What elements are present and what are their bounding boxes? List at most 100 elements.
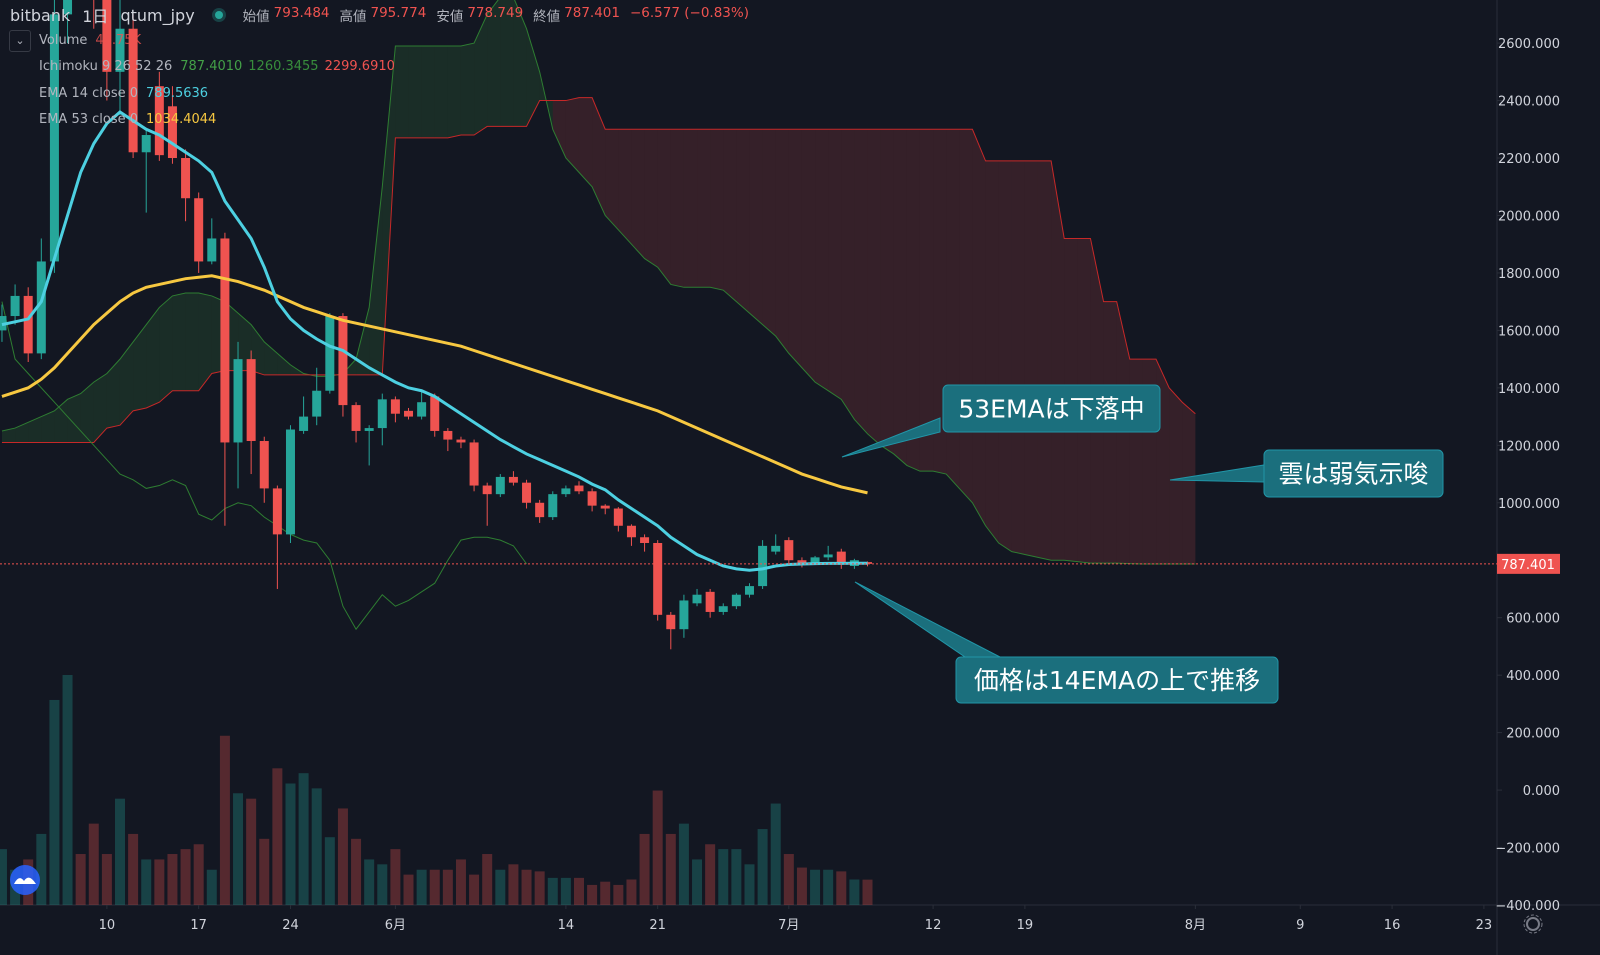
- ema14-line: [1, 110, 868, 572]
- candle-body: [574, 485, 584, 492]
- volume-bar: [796, 867, 807, 905]
- cloud-fill: [998, 160, 1012, 552]
- candle-body: [456, 439, 466, 443]
- volume-bar: [744, 864, 755, 905]
- legend-label: Volume: [39, 33, 88, 48]
- legend-value: 787.4010: [180, 59, 243, 74]
- volume-bar: [351, 838, 362, 905]
- logo: [10, 865, 40, 895]
- callout-text: 53EMAは下落中: [958, 395, 1144, 424]
- cloud-fill: [775, 129, 789, 354]
- ema53-legend: EMA 53 close 0 1034.4044: [39, 112, 216, 127]
- cloud-fill: [382, 45, 396, 375]
- callout-box: [942, 384, 1161, 433]
- cloud-fill: [592, 97, 606, 216]
- candle-body: [417, 402, 427, 417]
- candle-body: [338, 316, 348, 406]
- volume-bar: [495, 869, 506, 905]
- candle-body: [207, 238, 217, 262]
- candle-body: [154, 86, 164, 156]
- volume-bar: [167, 854, 178, 905]
- cloud-fill: [421, 45, 435, 138]
- candle-body: [23, 295, 33, 354]
- y-tick-label: 1200.000: [1498, 439, 1560, 454]
- price-label: 787.401: [1501, 558, 1555, 573]
- volume-bar: [180, 849, 191, 905]
- volume-bar: [416, 869, 427, 905]
- cloud-fill: [106, 359, 120, 429]
- cloud-fill: [41, 410, 55, 443]
- cloud-fill: [28, 416, 42, 443]
- cloud-fill: [631, 129, 645, 259]
- y-tick-label: −400.000: [1495, 899, 1560, 914]
- collapse-button[interactable]: ⌄: [9, 30, 31, 52]
- x-tick-label: 6月: [385, 918, 406, 933]
- candle-body: [535, 502, 545, 518]
- candle-body: [115, 28, 125, 72]
- candle-body: [836, 551, 846, 564]
- ohlc-label: 始値: [242, 9, 270, 25]
- volume-bar: [573, 877, 584, 905]
- candle-body: [613, 508, 623, 526]
- candle-body: [141, 135, 151, 153]
- candle-body: [692, 594, 702, 604]
- candle-body: [522, 482, 532, 503]
- cloud-fill: [657, 129, 671, 285]
- volume-bar: [324, 837, 335, 905]
- cloud-fill: [670, 129, 684, 288]
- candle-body: [404, 410, 414, 417]
- cloud-fill: [395, 45, 409, 138]
- cloud-fill: [146, 307, 160, 408]
- x-tick-label: 23: [1476, 918, 1493, 933]
- settings-icon[interactable]: [1523, 914, 1543, 934]
- cloud-fill: [1, 428, 16, 443]
- cloud-fill: [185, 293, 199, 391]
- candle-body: [36, 261, 46, 354]
- legend-label: Ichimoku 9 26 52 26: [39, 59, 173, 74]
- volume-bar: [259, 838, 270, 905]
- candle-body: [49, 14, 59, 262]
- x-tick-label: 14: [558, 918, 575, 933]
- volume-bar: [823, 869, 834, 905]
- volume-bar: [429, 869, 440, 905]
- callout-box: [955, 656, 1279, 704]
- cloud-fill: [1011, 160, 1025, 555]
- y-tick-label: 200.000: [1506, 727, 1560, 742]
- candle-body: [102, 0, 112, 72]
- volume-bar: [613, 884, 624, 905]
- ohlc-label: 終値: [533, 9, 561, 25]
- candle-body: [63, 0, 73, 15]
- interval[interactable]: 1日: [82, 7, 109, 26]
- ichimoku-legend: Ichimoku 9 26 52 26 787.4010 1260.3455 2299…: [39, 59, 395, 74]
- callout-pointer: [841, 417, 941, 458]
- volume-bar: [49, 699, 60, 905]
- volume-bar: [272, 768, 283, 905]
- cloud-fill: [1051, 160, 1065, 561]
- cloud-fill: [526, 28, 540, 127]
- cloud-fill: [159, 295, 173, 403]
- volume-bar: [770, 803, 781, 905]
- legend-value: 1260.3455: [248, 59, 319, 74]
- cloud-fill: [919, 129, 934, 472]
- candle-body: [508, 476, 518, 483]
- volume-bar: [534, 871, 545, 905]
- cloud-fill: [683, 129, 698, 288]
- symbol[interactable]: qtum_jpy: [120, 5, 195, 25]
- volume-bar: [311, 788, 322, 905]
- x-tick-label: 17: [190, 918, 207, 933]
- y-tick-label: 600.000: [1506, 612, 1560, 627]
- volume-bar: [810, 869, 821, 905]
- y-tick-label: 1600.000: [1498, 324, 1560, 339]
- candle-body: [679, 600, 689, 630]
- volume-bar: [652, 790, 663, 905]
- cloud-fill: [565, 97, 579, 173]
- x-tick-label: 9: [1296, 918, 1304, 933]
- candle-body: [299, 416, 309, 431]
- volume-bar: [285, 783, 296, 905]
- volume-bar: [154, 859, 165, 905]
- volume-bar: [587, 884, 598, 905]
- cloud-fill: [487, 0, 501, 127]
- volume-bar: [455, 859, 466, 905]
